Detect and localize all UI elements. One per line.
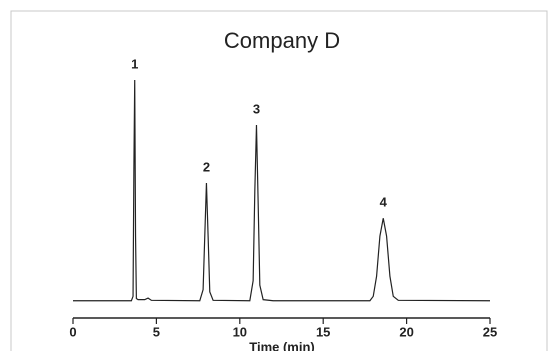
x-tick-label: 10 <box>233 324 247 339</box>
x-tick-label: 5 <box>153 324 160 339</box>
x-tick-label: 0 <box>69 324 76 339</box>
x-tick-label: 15 <box>316 324 330 339</box>
frame <box>10 10 548 351</box>
peak-label: 3 <box>253 101 260 116</box>
peak-label: 4 <box>380 195 388 210</box>
chromatogram-trace <box>73 79 491 302</box>
x-axis-label: Time (min) <box>249 339 315 351</box>
chart-title: Company D <box>224 28 340 53</box>
peak-label: 1 <box>131 56 138 71</box>
x-tick-label: 20 <box>399 324 413 339</box>
x-tick-label: 25 <box>483 324 497 339</box>
peak-label: 2 <box>203 159 210 174</box>
